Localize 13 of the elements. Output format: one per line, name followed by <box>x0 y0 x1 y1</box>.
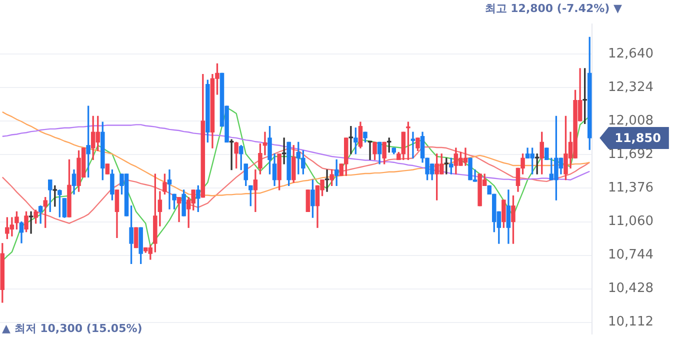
y-tick-label: 12,640 <box>608 46 654 62</box>
candlestick <box>410 132 416 158</box>
text: 11,850 <box>614 131 661 146</box>
y-tick-label: 10,744 <box>608 248 654 263</box>
y-tick-label: 10,112 <box>608 314 654 330</box>
y-tick-label: 12,324 <box>608 80 654 96</box>
y-tick-label: 12,008 <box>608 114 654 129</box>
annotation: ▲ 최저 10,300 (15.05%) <box>2 322 142 335</box>
text: 최고 12,800 (-7.42%) ▼ <box>484 2 623 15</box>
candlestick <box>28 211 34 234</box>
y-tick-label: 10,428 <box>608 281 654 296</box>
y-tick-label: 11,376 <box>608 180 654 196</box>
y-tick-label: 11,060 <box>608 214 654 230</box>
